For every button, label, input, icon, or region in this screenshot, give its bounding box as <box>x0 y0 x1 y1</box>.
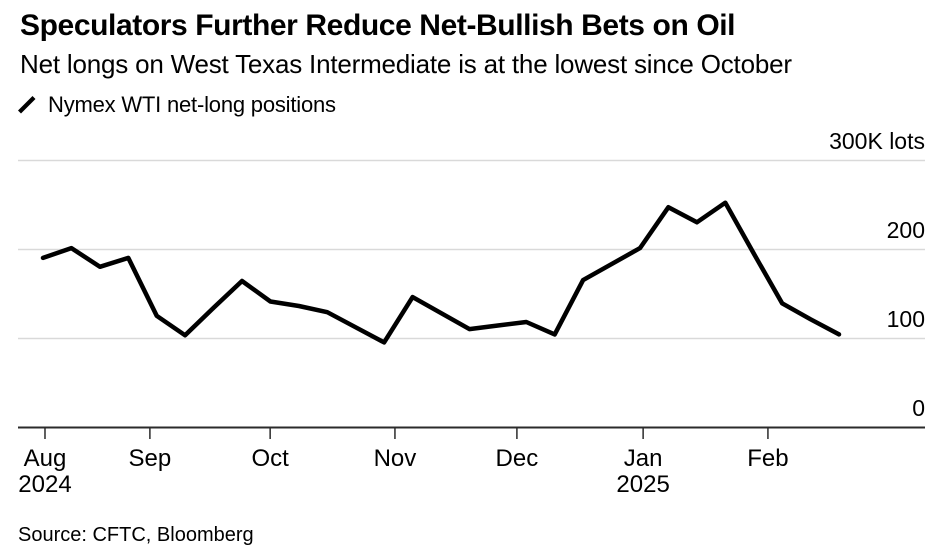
y-axis-label-100: 100 <box>887 306 925 332</box>
y-axis-label-0: 0 <box>912 395 925 421</box>
x-axis-label-jan: Jan <box>624 445 663 472</box>
source-credit: Source: CFTC, Bloomberg <box>18 524 254 546</box>
x-axis-label-sep: Sep <box>129 445 172 472</box>
x-axis-year-label-2024: 2024 <box>18 471 71 498</box>
legend-series-label: Nymex WTI net-long positions <box>48 92 336 117</box>
line-series-icon <box>18 96 36 114</box>
x-axis-label-aug: Aug <box>24 445 67 472</box>
x-axis-label-dec: Dec <box>496 445 539 472</box>
x-axis-label-nov: Nov <box>374 445 417 472</box>
page-title: Speculators Further Reduce Net-Bullish B… <box>20 9 736 42</box>
page-subtitle: Net longs on West Texas Intermediate is … <box>20 49 792 79</box>
x-axis-label-oct: Oct <box>251 445 289 472</box>
y-axis-label-200: 200 <box>887 217 925 243</box>
legend: Nymex WTI net-long positions <box>18 92 336 118</box>
x-axis-year-label-2025: 2025 <box>616 471 669 498</box>
x-axis-label-feb: Feb <box>747 445 788 472</box>
series-line-wti-net-longs <box>40 200 842 345</box>
y-axis-label-300: 300K lots <box>829 128 925 154</box>
